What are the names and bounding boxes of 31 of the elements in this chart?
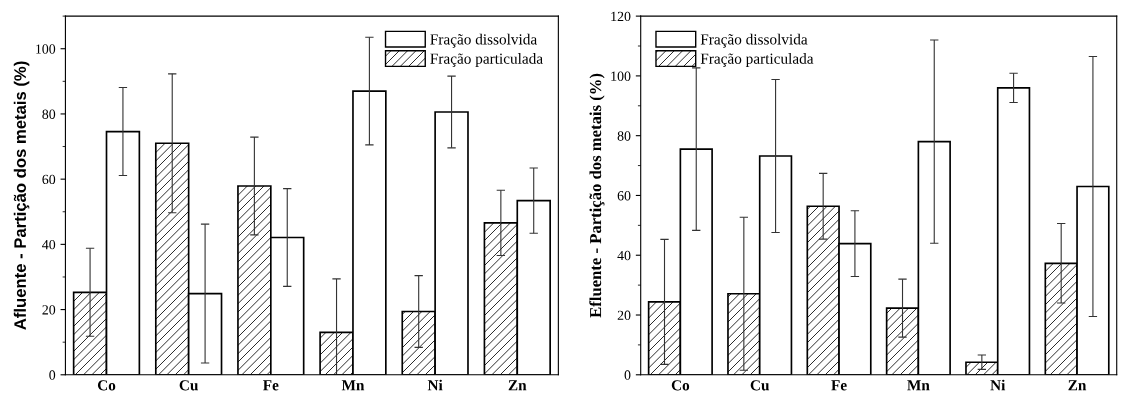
y-tick-label: 40 <box>617 250 631 261</box>
x-tick-label: Fe <box>263 380 279 391</box>
x-tick-label: Cu <box>179 380 199 391</box>
y-tick-label: 80 <box>617 131 631 141</box>
y-tick-label: 0 <box>49 370 56 380</box>
x-tick-label: Mn <box>907 380 930 391</box>
x-tick-label: Fe <box>831 380 847 391</box>
y-tick-label: 120 <box>611 11 631 22</box>
x-tick-label: Co <box>671 380 690 391</box>
x-tick-label: Zn <box>1068 380 1087 391</box>
y-tick-label: 100 <box>36 44 56 54</box>
y-tick-label: 20 <box>617 310 631 320</box>
x-tick-label: Co <box>97 380 116 391</box>
x-tick-label: Ni <box>427 379 443 391</box>
y-tick-label: 80 <box>42 109 56 119</box>
y-axis-title: Efluente - Partição dos metais (%) <box>589 73 605 318</box>
y-tick-label: 60 <box>617 191 631 201</box>
legend-label: Fração dissolvida <box>430 33 537 48</box>
x-tick-label: Cu <box>750 380 770 391</box>
legend-label: Fração particulada <box>700 53 814 67</box>
y-axis-title: Afluente - Partição dos metais (%) <box>13 61 30 330</box>
x-tick-label: Mn <box>341 380 365 391</box>
y-tick-label: 100 <box>611 71 631 81</box>
y-tick-label: 40 <box>42 239 56 250</box>
legend-label: Fração particulada <box>430 53 543 67</box>
y-tick-label: 0 <box>624 370 631 380</box>
x-tick-label: Zn <box>508 380 527 391</box>
y-tick-label: 20 <box>42 305 56 315</box>
x-tick-label: Ni <box>990 379 1006 391</box>
legend-label: Fração dissolvida <box>700 33 808 48</box>
y-tick-label: 60 <box>42 174 56 185</box>
